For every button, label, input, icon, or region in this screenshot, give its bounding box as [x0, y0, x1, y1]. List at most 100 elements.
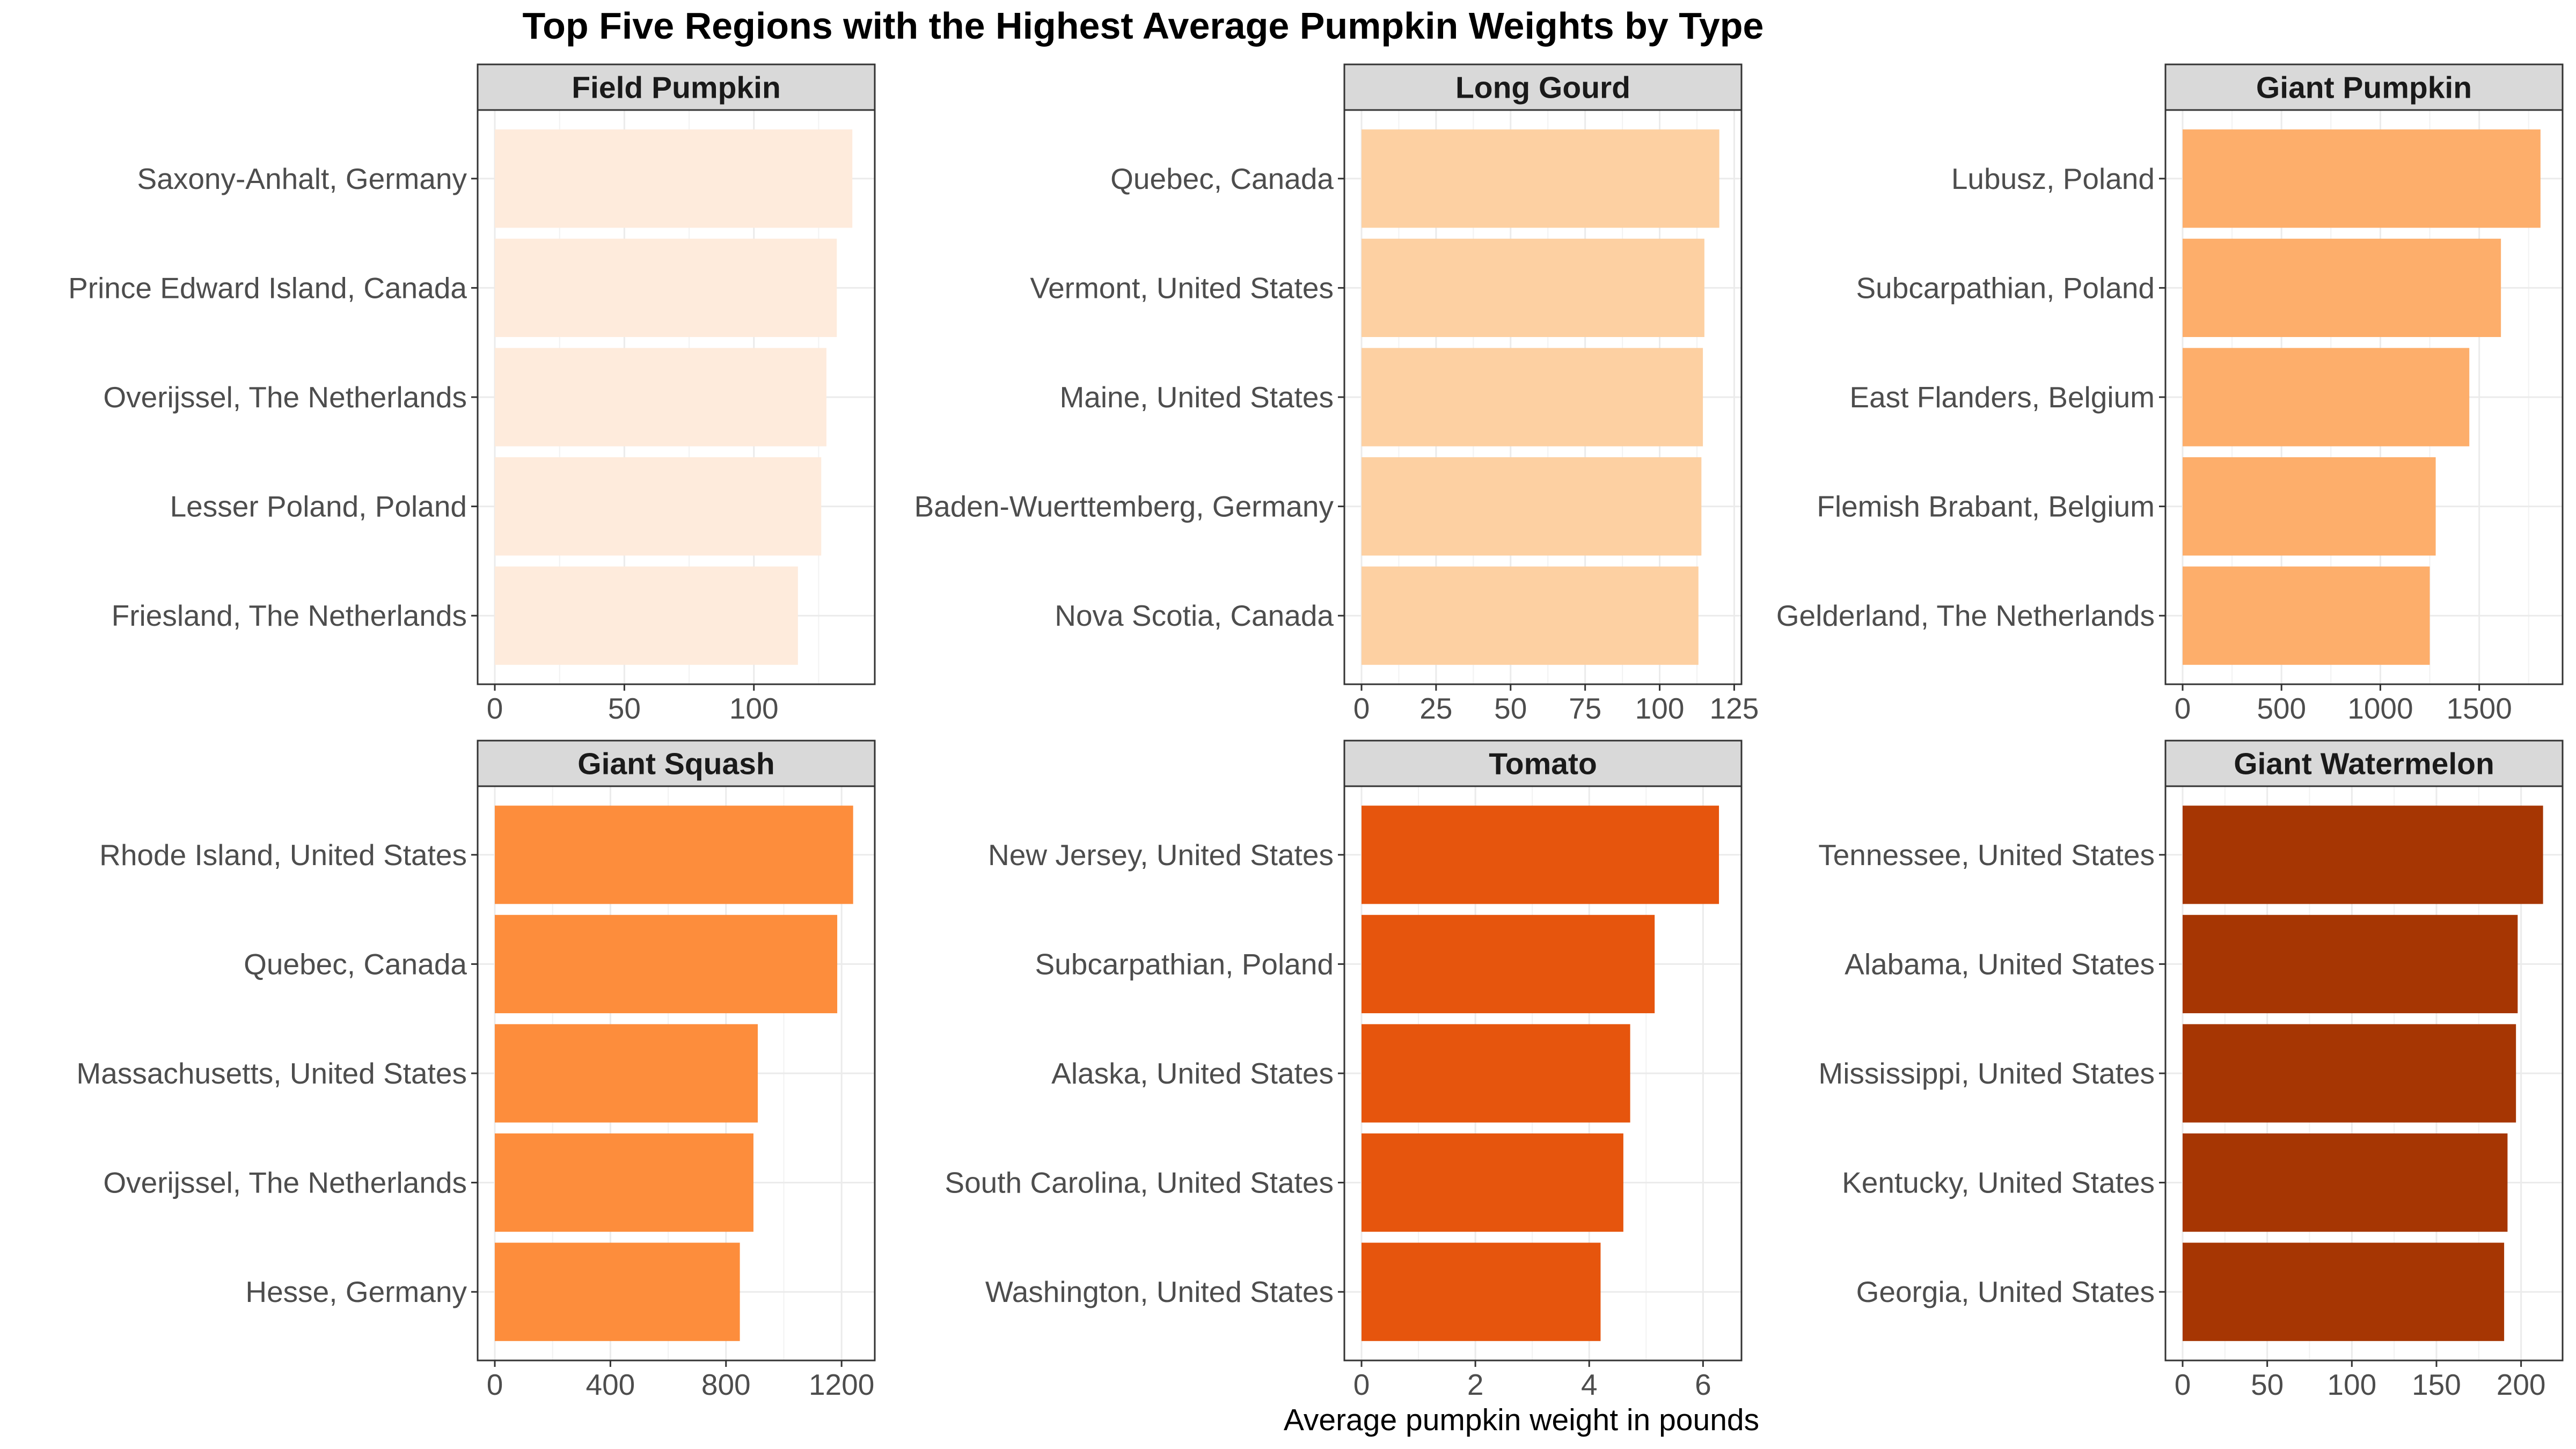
- category-label: East Flanders, Belgium: [1849, 380, 2155, 414]
- panel-border: [477, 109, 876, 685]
- x-tick-label: 0: [1353, 1368, 1370, 1401]
- facet-strip-label: Tomato: [1489, 747, 1597, 781]
- x-tick-label: 400: [586, 1368, 635, 1401]
- category-label: Massachusetts, United States: [76, 1057, 467, 1090]
- category-label: Lesser Poland, Poland: [170, 490, 467, 523]
- facet-strip: [1343, 63, 1743, 111]
- bar: [495, 566, 798, 665]
- category-label: Gelderland, The Netherlands: [1776, 599, 2155, 632]
- category-label: Quebec, Canada: [244, 947, 467, 980]
- category-label: Subcarpathian, Poland: [1856, 271, 2155, 304]
- x-tick-label: 1200: [809, 1368, 874, 1401]
- x-tick-label: 6: [1695, 1368, 1711, 1401]
- chart-title: Top Five Regions with the Highest Averag…: [523, 5, 1764, 47]
- panel-border: [1343, 109, 1743, 685]
- facet-strip-label: Giant Squash: [577, 747, 774, 781]
- bar: [2183, 1133, 2508, 1232]
- facet-panel-top-right: Giant Pumpkin Lubusz, Poland Subcarpathian…: [1776, 63, 2564, 725]
- category-label: Nova Scotia, Canada: [1055, 599, 1334, 632]
- bar: [1362, 806, 1719, 904]
- bar: [2183, 806, 2543, 904]
- x-tick-label: 0: [2175, 692, 2191, 725]
- x-tick-label: 75: [1569, 692, 1601, 725]
- category-label: South Carolina, United States: [945, 1166, 1334, 1199]
- category-label: Saxony-Anhalt, Germany: [137, 162, 467, 195]
- x-tick-label: 500: [2257, 692, 2306, 725]
- facet-panel-bottom-center: Tomato New Jersey, United States Subcarpat…: [945, 740, 1743, 1401]
- category-label: Georgia, United States: [1856, 1275, 2155, 1308]
- category-label: Vermont, United States: [1030, 271, 1334, 304]
- facet-strip: [477, 63, 876, 111]
- category-label: Flemish Brabant, Belgium: [1817, 490, 2155, 523]
- bar: [1362, 129, 1719, 228]
- category-label: Overijssel, The Netherlands: [103, 380, 467, 414]
- category-label: Lubusz, Poland: [1951, 162, 2155, 195]
- facet-strip: [2164, 740, 2564, 787]
- facet-strip-label: Long Gourd: [1455, 71, 1630, 105]
- bar: [1362, 238, 1704, 338]
- facet-strip-label: Giant Pumpkin: [2256, 71, 2472, 105]
- bar: [2183, 348, 2470, 447]
- panel-border: [477, 785, 876, 1362]
- bar: [2183, 1242, 2505, 1341]
- x-tick-label: 200: [2497, 1368, 2546, 1401]
- bar: [1362, 566, 1699, 665]
- facet-strip-label: Field Pumpkin: [572, 71, 781, 105]
- category-label: Washington, United States: [985, 1275, 1334, 1308]
- x-tick-label: 1500: [2446, 692, 2512, 725]
- bar: [495, 457, 822, 556]
- category-label: Hesse, Germany: [245, 1275, 467, 1308]
- bar: [495, 348, 826, 447]
- x-tick-label: 50: [2251, 1368, 2284, 1401]
- bar: [2183, 566, 2430, 665]
- bar: [2183, 457, 2436, 556]
- bar: [2183, 129, 2541, 228]
- bar: [495, 1024, 758, 1123]
- x-tick-label: 0: [487, 1368, 503, 1401]
- x-tick-label: 100: [1635, 692, 1685, 725]
- panel-border: [2164, 109, 2564, 685]
- x-tick-label: 150: [2412, 1368, 2461, 1401]
- x-tick-label: 0: [487, 692, 503, 725]
- bar: [2183, 1024, 2516, 1123]
- facet-panel-top-center: Long Gourd Quebec, Canada Vermont, United …: [914, 63, 1759, 725]
- bar: [495, 806, 853, 904]
- x-tick-label: 100: [2327, 1368, 2376, 1401]
- x-axis-title: Average pumpkin weight in pounds: [1284, 1403, 1759, 1437]
- category-label: New Jersey, United States: [988, 838, 1334, 872]
- facet-strip-label: Giant Watermelon: [2234, 747, 2494, 781]
- category-label: Maine, United States: [1059, 380, 1334, 414]
- x-tick-label: 1000: [2347, 692, 2413, 725]
- category-label: Subcarpathian, Poland: [1035, 947, 1334, 980]
- x-tick-label: 25: [1419, 692, 1452, 725]
- category-label: Baden-Wuerttemberg, Germany: [914, 490, 1334, 523]
- bar: [1362, 348, 1703, 447]
- bar: [2183, 914, 2518, 1014]
- x-tick-label: 50: [608, 692, 641, 725]
- category-label: Alabama, United States: [1845, 947, 2155, 980]
- category-label: Friesland, The Netherlands: [112, 599, 467, 632]
- category-label: Overijssel, The Netherlands: [103, 1166, 467, 1199]
- bar: [1362, 1242, 1601, 1341]
- category-label: Quebec, Canada: [1110, 162, 1334, 195]
- facet-strip: [477, 740, 876, 787]
- bar: [495, 129, 853, 228]
- category-label: Rhode Island, United States: [99, 838, 467, 872]
- category-label: Prince Edward Island, Canada: [68, 271, 467, 304]
- facet-panel-top-left: Field Pumpkin Saxony-Anhalt, Germany Princ…: [68, 63, 876, 725]
- x-tick-label: 2: [1467, 1368, 1484, 1401]
- bar: [1362, 457, 1702, 556]
- bar: [495, 1133, 753, 1232]
- bar: [495, 914, 838, 1014]
- bar: [495, 238, 837, 338]
- bar: [2183, 238, 2501, 338]
- x-tick-label: 4: [1581, 1368, 1598, 1401]
- panel-border: [2164, 785, 2564, 1362]
- x-tick-label: 0: [2175, 1368, 2191, 1401]
- bar: [1362, 1024, 1630, 1123]
- x-tick-label: 50: [1494, 692, 1527, 725]
- x-tick-label: 800: [701, 1368, 751, 1401]
- bar: [1362, 1133, 1623, 1232]
- facet-panel-bottom-right: Giant Watermelon Tennessee, United States…: [1818, 740, 2564, 1401]
- category-label: Tennessee, United States: [1818, 838, 2155, 872]
